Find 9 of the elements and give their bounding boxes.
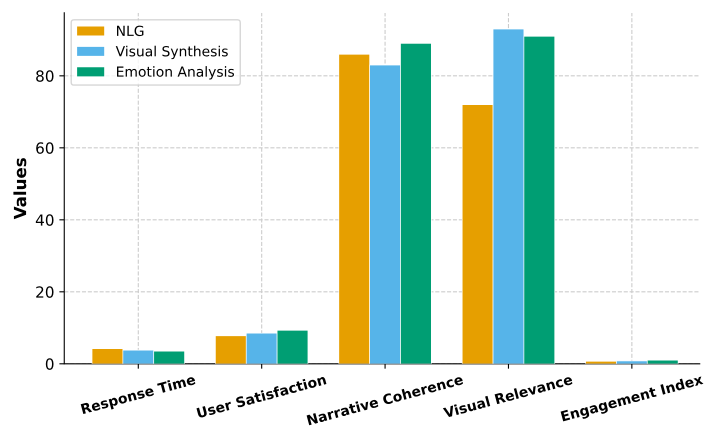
y-tick-label: 60 bbox=[36, 142, 54, 154]
y-tick-label: 40 bbox=[36, 214, 54, 226]
legend-label: NLG bbox=[117, 26, 144, 36]
legend-label: Emotion Analysis bbox=[117, 66, 234, 80]
y-tick-label: 80 bbox=[36, 70, 54, 82]
y-axis-title: Values bbox=[13, 158, 26, 220]
y-tick-label: 0 bbox=[46, 358, 54, 370]
y-tick-label: 20 bbox=[36, 286, 54, 298]
legend-label: Visual Synthesis bbox=[116, 46, 228, 60]
